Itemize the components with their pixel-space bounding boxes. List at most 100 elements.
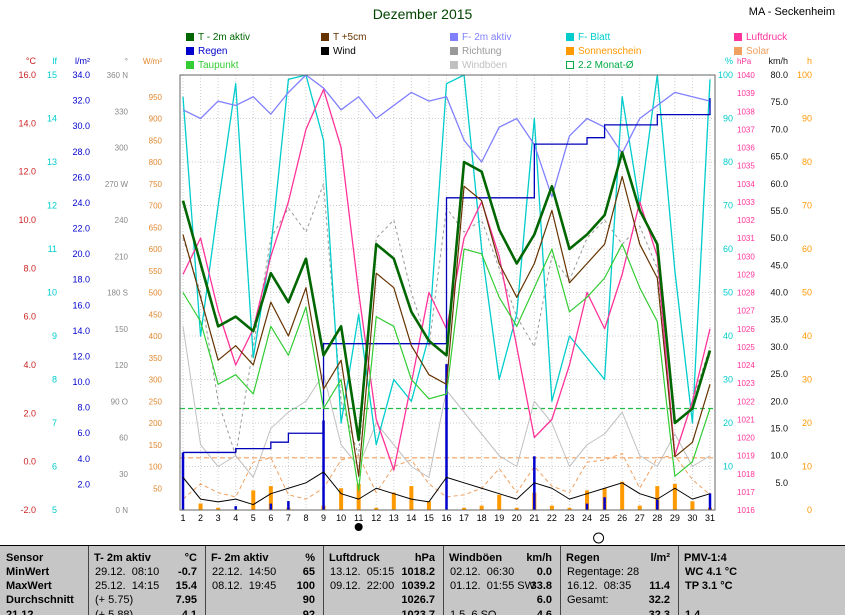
legend-label: T +5cm — [333, 32, 367, 43]
svg-text:24: 24 — [582, 513, 592, 523]
legend-label: 2.2 Monat-Ø — [578, 60, 634, 71]
svg-text:10: 10 — [336, 513, 346, 523]
svg-text:13: 13 — [389, 513, 399, 523]
svg-text:1021: 1021 — [737, 415, 755, 424]
svg-text:100: 100 — [718, 70, 733, 80]
svg-text:15.0: 15.0 — [770, 423, 788, 433]
table-cell-value: 65 — [302, 566, 315, 578]
table-cell-text: 1.5 6 SO — [450, 609, 497, 615]
svg-text:30.0: 30.0 — [770, 342, 788, 352]
svg-text:100: 100 — [797, 70, 812, 80]
table-header-unit: l/m² — [650, 552, 670, 564]
svg-text:900: 900 — [149, 115, 163, 124]
table-cell-text: 08.12. 19:45 — [212, 580, 277, 592]
svg-text:90: 90 — [723, 114, 733, 124]
svg-text:15: 15 — [424, 513, 434, 523]
table-cell-value: 15.4 — [175, 580, 197, 592]
solar-swatch-icon — [734, 47, 742, 55]
svg-text:°: ° — [125, 57, 128, 66]
t-5cm-swatch-icon — [321, 33, 329, 41]
table-cell-value: -0.7 — [178, 566, 197, 578]
svg-text:30: 30 — [687, 513, 697, 523]
legend-item-t-5cm: T +5cm — [321, 33, 366, 43]
svg-text:27: 27 — [635, 513, 645, 523]
svg-text:2: 2 — [198, 513, 203, 523]
svg-text:4.0: 4.0 — [77, 454, 90, 464]
svg-text:30: 30 — [119, 470, 128, 479]
station-label: MA - Seckenheim — [748, 6, 835, 18]
svg-text:0: 0 — [807, 505, 812, 515]
svg-text:4.0: 4.0 — [23, 360, 36, 370]
table-divider — [678, 546, 679, 615]
svg-text:6: 6 — [52, 462, 57, 472]
x-axis-labels: 1 2 3 4 5 6 7 8 9 10 11 12 13 14 15 16 17 18 19 20 21 22 23 24 2… — [180, 513, 715, 523]
svg-text:60: 60 — [723, 244, 733, 254]
table-cell-text: 22.12. 14:50 — [212, 566, 277, 578]
svg-text:100: 100 — [149, 463, 163, 472]
svg-text:%: % — [725, 56, 733, 66]
new-moon-icon — [354, 523, 363, 531]
table-divider — [323, 546, 324, 615]
f-blatt-swatch-icon — [566, 33, 574, 41]
svg-text:km/h: km/h — [768, 56, 788, 66]
svg-text:950: 950 — [149, 93, 163, 102]
svg-text:35.0: 35.0 — [770, 315, 788, 325]
svg-text:lf: lf — [53, 56, 58, 66]
svg-text:180 S: 180 S — [107, 289, 128, 298]
svg-text:28: 28 — [652, 513, 662, 523]
svg-text:1029: 1029 — [737, 270, 755, 279]
svg-text:1035: 1035 — [737, 162, 755, 171]
svg-text:6: 6 — [268, 513, 273, 523]
table-cell-text: 02.12. 06:30 — [450, 566, 515, 578]
svg-text:150: 150 — [115, 325, 129, 334]
svg-text:10: 10 — [47, 288, 57, 298]
svg-text:650: 650 — [149, 223, 163, 232]
svg-text:11: 11 — [48, 244, 57, 254]
svg-text:W/m²: W/m² — [143, 57, 162, 66]
svg-text:80: 80 — [802, 157, 812, 167]
svg-text:1025: 1025 — [737, 343, 755, 352]
svg-text:10.0: 10.0 — [18, 215, 36, 225]
svg-text:12: 12 — [47, 201, 57, 211]
svg-text:9: 9 — [52, 331, 57, 341]
svg-text:120: 120 — [115, 361, 129, 370]
richtung-swatch-icon — [450, 47, 458, 55]
svg-text:1039: 1039 — [737, 89, 755, 98]
svg-text:250: 250 — [149, 397, 163, 406]
svg-text:l/m²: l/m² — [75, 56, 90, 66]
svg-text:34.0: 34.0 — [72, 70, 90, 80]
chart-title: Dezember 2015 — [372, 6, 473, 22]
table-cell-text: WC 4.1 °C — [685, 566, 738, 578]
svg-text:240: 240 — [115, 216, 129, 225]
svg-text:1028: 1028 — [737, 289, 755, 298]
svg-text:1033: 1033 — [737, 198, 755, 207]
legend-label: Regen — [198, 46, 228, 57]
legend-label: Richtung — [462, 46, 502, 57]
table-row-label: MaxWert — [6, 580, 52, 592]
svg-text:450: 450 — [149, 310, 163, 319]
legend-item-f-2m-aktiv: F- 2m aktiv — [450, 33, 511, 43]
table-cell-value: 0.0 — [536, 566, 552, 578]
svg-text:500: 500 — [149, 289, 163, 298]
svg-text:-2.0: -2.0 — [20, 505, 36, 515]
table-cell-text: (+ 5.88) — [95, 609, 134, 615]
table-cell-text: (+ 5.75) — [95, 594, 134, 606]
svg-text:1040: 1040 — [737, 71, 755, 80]
series-t-5cm — [182, 175, 711, 477]
legend-label: Windböen — [462, 60, 508, 71]
svg-text:45.0: 45.0 — [770, 260, 788, 270]
svg-text:29: 29 — [670, 513, 680, 523]
table-cell-text: 1.4 — [685, 609, 701, 615]
table-header-cell: Sensor — [6, 552, 44, 564]
svg-text:°C: °C — [26, 56, 37, 66]
svg-text:8.0: 8.0 — [23, 263, 36, 273]
moon-symbols — [354, 523, 605, 544]
svg-text:1023: 1023 — [737, 379, 755, 388]
svg-text:14.0: 14.0 — [72, 326, 90, 336]
svg-text:50: 50 — [153, 484, 162, 493]
svg-text:10: 10 — [723, 462, 733, 472]
svg-text:800: 800 — [149, 158, 163, 167]
svg-text:12.0: 12.0 — [18, 167, 36, 177]
legend-item-sonnenschein: Sonnenschein — [566, 47, 641, 57]
